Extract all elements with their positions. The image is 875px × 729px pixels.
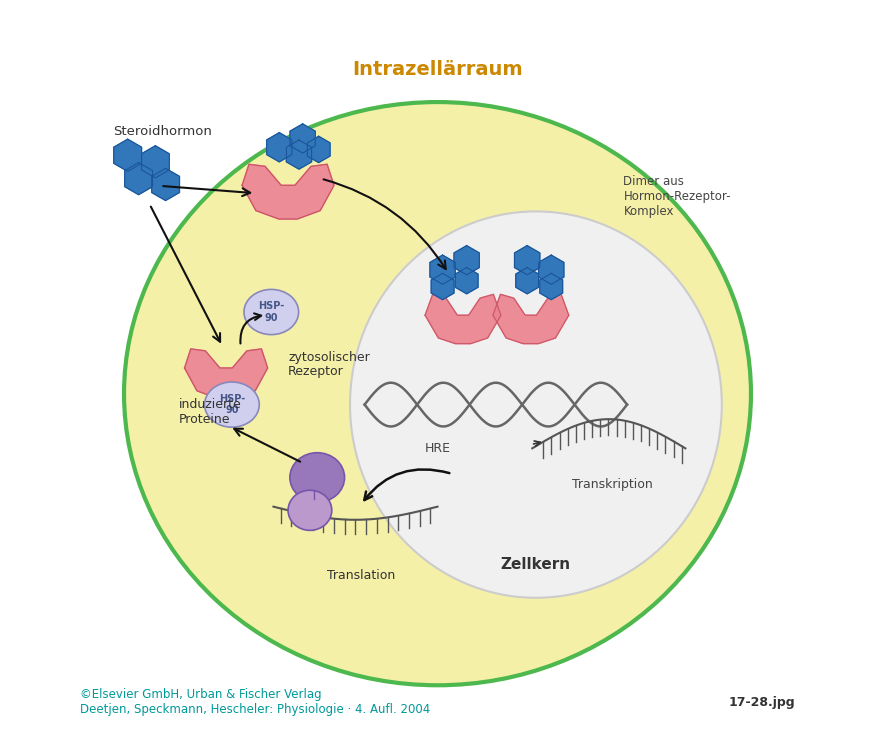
Polygon shape [455, 268, 478, 294]
Text: Dimer aus
Hormon-Rezeptor-
Komplex: Dimer aus Hormon-Rezeptor- Komplex [623, 176, 731, 218]
Ellipse shape [350, 211, 722, 598]
Text: Zellkern: Zellkern [500, 558, 571, 572]
Text: HSP-
90: HSP- 90 [219, 394, 245, 416]
Polygon shape [290, 124, 315, 153]
Polygon shape [142, 146, 169, 178]
Ellipse shape [124, 102, 751, 685]
Polygon shape [425, 295, 500, 343]
Polygon shape [425, 295, 500, 343]
Polygon shape [151, 168, 179, 200]
Text: Deetjen, Speckmann, Hescheler: Physiologie · 4. Aufl. 2004: Deetjen, Speckmann, Hescheler: Physiolog… [80, 703, 430, 716]
Text: HRE: HRE [424, 442, 451, 455]
Polygon shape [515, 268, 538, 294]
Ellipse shape [290, 453, 345, 502]
Polygon shape [242, 164, 334, 219]
Polygon shape [242, 164, 334, 219]
Polygon shape [185, 349, 268, 399]
Text: 17-28.jpg: 17-28.jpg [728, 695, 794, 709]
Polygon shape [493, 295, 569, 343]
Polygon shape [514, 246, 540, 275]
Polygon shape [493, 295, 569, 343]
Ellipse shape [205, 382, 259, 427]
Text: Transkription: Transkription [572, 478, 653, 491]
Polygon shape [286, 140, 312, 169]
Text: zytosolischer
Rezeptor: zytosolischer Rezeptor [288, 351, 370, 378]
Polygon shape [114, 139, 142, 171]
Text: Steroidhormon: Steroidhormon [113, 125, 212, 138]
Polygon shape [125, 163, 152, 195]
Ellipse shape [288, 491, 332, 531]
Text: Translation: Translation [327, 569, 396, 582]
Polygon shape [431, 273, 454, 300]
Polygon shape [185, 349, 268, 399]
Text: Intrazellärraum: Intrazellärraum [352, 60, 523, 79]
Polygon shape [307, 136, 330, 163]
Polygon shape [430, 255, 455, 284]
Polygon shape [454, 246, 480, 275]
Text: induzierte
Proteine: induzierte Proteine [178, 398, 242, 426]
Text: ©Elsevier GmbH, Urban & Fischer Verlag: ©Elsevier GmbH, Urban & Fischer Verlag [80, 688, 322, 701]
Text: HSP-
90: HSP- 90 [258, 301, 284, 323]
Polygon shape [267, 133, 292, 162]
Polygon shape [540, 273, 563, 300]
Polygon shape [539, 255, 564, 284]
Ellipse shape [244, 289, 298, 335]
